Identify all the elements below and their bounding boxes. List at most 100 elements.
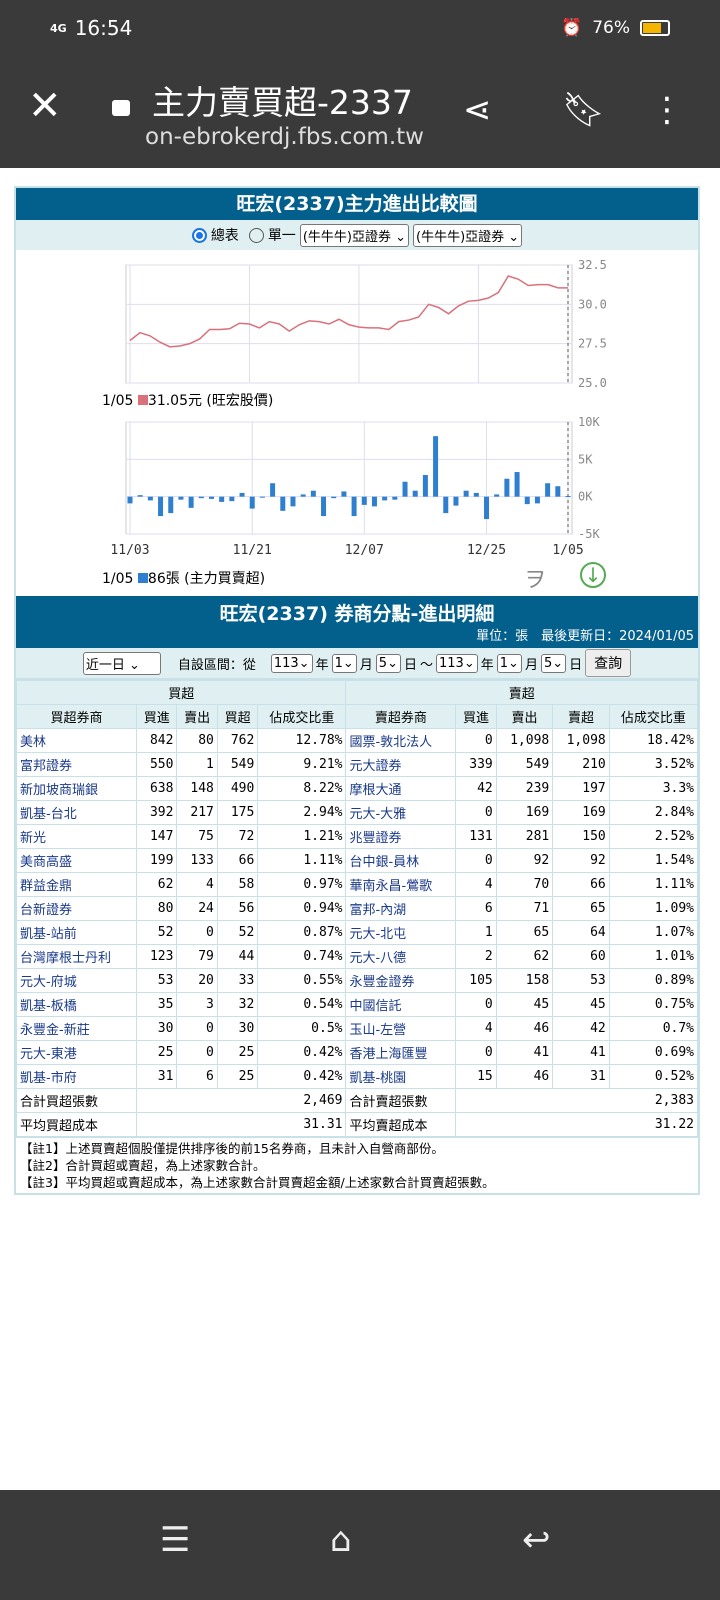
volume-bar — [219, 496, 225, 502]
broker-link[interactable]: 元大-大雅 — [345, 800, 457, 825]
cell-value: 65 — [495, 920, 554, 945]
broker-link[interactable]: 摩根大通 — [345, 776, 457, 801]
broker-link[interactable]: 永豐金證券 — [345, 968, 457, 993]
broker-link[interactable]: 元大-東港 — [15, 1040, 138, 1065]
from-month-select[interactable]: 1⌄ — [331, 653, 357, 673]
home-icon[interactable]: ⌂ — [330, 1520, 352, 1560]
detail-title: 旺宏(2337) 券商分點-進出明細 — [219, 603, 495, 625]
broker-select-1[interactable]: (牛牛牛)亞證券 ⌄ — [299, 223, 409, 247]
volume-bar — [158, 496, 164, 517]
recent-apps-icon[interactable]: ☰ — [160, 1520, 191, 1560]
reset-zoom-icon[interactable]: ヲ — [524, 568, 547, 593]
broker-link[interactable]: 美商高盛 — [15, 848, 138, 873]
broker-link[interactable]: 群益金鼎 — [15, 872, 138, 897]
broker-link[interactable]: 中國信託 — [345, 992, 457, 1017]
broker-link[interactable]: 元大-八德 — [345, 944, 457, 969]
broker-link[interactable]: 凱基-市府 — [15, 1064, 138, 1089]
note: 【註3】平均買超或賣超成本，為上述家數合計買賣超金額/上述家數合計買賣超張數。 — [20, 1175, 495, 1190]
broker-link[interactable]: 香港上海匯豐 — [345, 1040, 457, 1065]
from-day-select[interactable]: 5⌄ — [375, 653, 401, 673]
cell-value: 64 — [552, 920, 610, 945]
broker-link[interactable]: 台中銀-員林 — [345, 848, 457, 873]
volume-bar — [290, 496, 296, 507]
cell-value: 217 — [176, 800, 218, 825]
cell-value: 123 — [136, 944, 178, 969]
cell-value: 53 — [136, 968, 178, 993]
broker-link[interactable]: 國票-敦北法人 — [345, 728, 457, 753]
cell-value: 0.42% — [257, 1040, 347, 1065]
broker-link[interactable]: 永豐金-新莊 — [15, 1016, 138, 1041]
more-menu-icon[interactable]: ⋮ — [650, 90, 684, 130]
avg-sell: 31.22 — [455, 1112, 698, 1137]
radio-all[interactable] — [191, 227, 207, 243]
broker-link[interactable]: 元大-府城 — [15, 968, 138, 993]
y-tick-label: 27.5 — [578, 337, 607, 351]
cell-value: 392 — [136, 800, 178, 825]
cell-value: 148 — [176, 776, 218, 801]
period-select[interactable]: 近一日 ⌄ — [82, 651, 161, 675]
volume-bar — [443, 496, 449, 514]
cell-value: 0.87% — [257, 920, 347, 945]
radio-single-label: 單一 — [267, 228, 296, 244]
broker-link[interactable]: 兆豐證券 — [345, 824, 457, 849]
broker-link[interactable]: 凱基-桃園 — [345, 1064, 457, 1089]
cell-value: 0.7% — [608, 1016, 699, 1041]
broker-link[interactable]: 新加坡商瑞銀 — [15, 776, 138, 801]
cell-value: 1.01% — [608, 944, 699, 969]
url-text[interactable]: on-ebrokerdj.fbs.com.tw — [145, 124, 424, 150]
cell-value: 25 — [216, 1040, 259, 1065]
to-month-select[interactable]: 1⌄ — [496, 653, 522, 673]
cell-value: 1.11% — [608, 872, 699, 897]
to-year-select[interactable]: 113⌄ — [436, 653, 478, 673]
y-tick-label: 5K — [578, 452, 593, 466]
cell-value: 92 — [495, 848, 554, 873]
broker-link[interactable]: 富邦證券 — [15, 752, 138, 777]
query-button[interactable]: 查詢 — [585, 649, 632, 677]
y-tick-label: 30.0 — [578, 297, 607, 311]
table-row: 美林 842 80 762 12.78% 國票-敦北法人 0 1,098 1,098 18.42% — [15, 728, 699, 753]
battery-text: 76% — [592, 18, 630, 38]
clock: 16:54 — [74, 16, 133, 40]
table-row: 凱基-市府 31 6 25 0.42% 凱基-桃園 15 46 31 0.52% — [15, 1064, 699, 1089]
status-bar: 4G 16:54 ⏰ 76% — [0, 0, 720, 56]
to-day-select[interactable]: 5⌄ — [540, 653, 567, 673]
volume-bar — [168, 496, 174, 514]
broker-select-2[interactable]: (牛牛牛)亞證券 ⌄ — [413, 223, 523, 247]
cell-value: 2 — [455, 944, 497, 969]
cell-value: 175 — [216, 800, 259, 825]
radio-single[interactable] — [248, 227, 264, 243]
broker-link[interactable]: 凱基-站前 — [15, 920, 138, 945]
cell-value: 0.69% — [608, 1040, 699, 1065]
broker-link[interactable]: 元大證券 — [345, 752, 457, 777]
cell-value: 1.07% — [608, 920, 699, 945]
share-icon[interactable]: ⋖ — [463, 90, 492, 130]
cell-value: 72 — [216, 824, 259, 849]
cell-value: 3 — [176, 992, 218, 1017]
cell-value: 8.22% — [257, 776, 347, 801]
broker-link[interactable]: 凱基-台北 — [15, 800, 138, 825]
broker-link[interactable]: 美林 — [15, 728, 138, 753]
broker-link[interactable]: 新光 — [15, 824, 138, 849]
broker-link[interactable]: 華南永昌-鶯歌 — [345, 872, 457, 897]
volume-bar — [208, 496, 214, 499]
broker-link[interactable]: 台灣摩根士丹利 — [15, 944, 138, 969]
cell-value: 1,098 — [552, 728, 610, 753]
download-icon[interactable]: ↓ — [580, 562, 606, 588]
broker-link[interactable]: 玉山-左營 — [345, 1016, 457, 1041]
back-icon[interactable]: ↩ — [522, 1520, 551, 1560]
date-controls: 近一日 ⌄ 自設區間：從 113⌄ 年 1⌄ 月 5⌄ 日 ～ 113⌄ 年 1⌄ 月 5… — [16, 648, 698, 680]
cell-value: 52 — [216, 920, 259, 945]
broker-table: 買超 賣超 買超券商 買進 賣出 買超 佔成交比重 賣超券商 買進 賣出 賣超 佔成交比重 美林 842… — [15, 680, 699, 1137]
bookmark-icon[interactable]: 🔖︎ — [562, 90, 606, 130]
cell-value: 41 — [495, 1040, 554, 1065]
cell-value: 210 — [552, 752, 610, 777]
from-year-select[interactable]: 113⌄ — [270, 653, 313, 673]
cell-value: 30 — [216, 1016, 259, 1041]
broker-link[interactable]: 凱基-板橋 — [15, 992, 138, 1017]
cell-value: 549 — [216, 752, 259, 777]
broker-link[interactable]: 元大-北屯 — [345, 920, 457, 945]
broker-link[interactable]: 富邦-內湖 — [345, 896, 457, 921]
broker-link[interactable]: 台新證券 — [15, 896, 138, 921]
close-icon[interactable]: ✕ — [28, 83, 62, 129]
column-header: 買超券商 — [15, 704, 138, 729]
